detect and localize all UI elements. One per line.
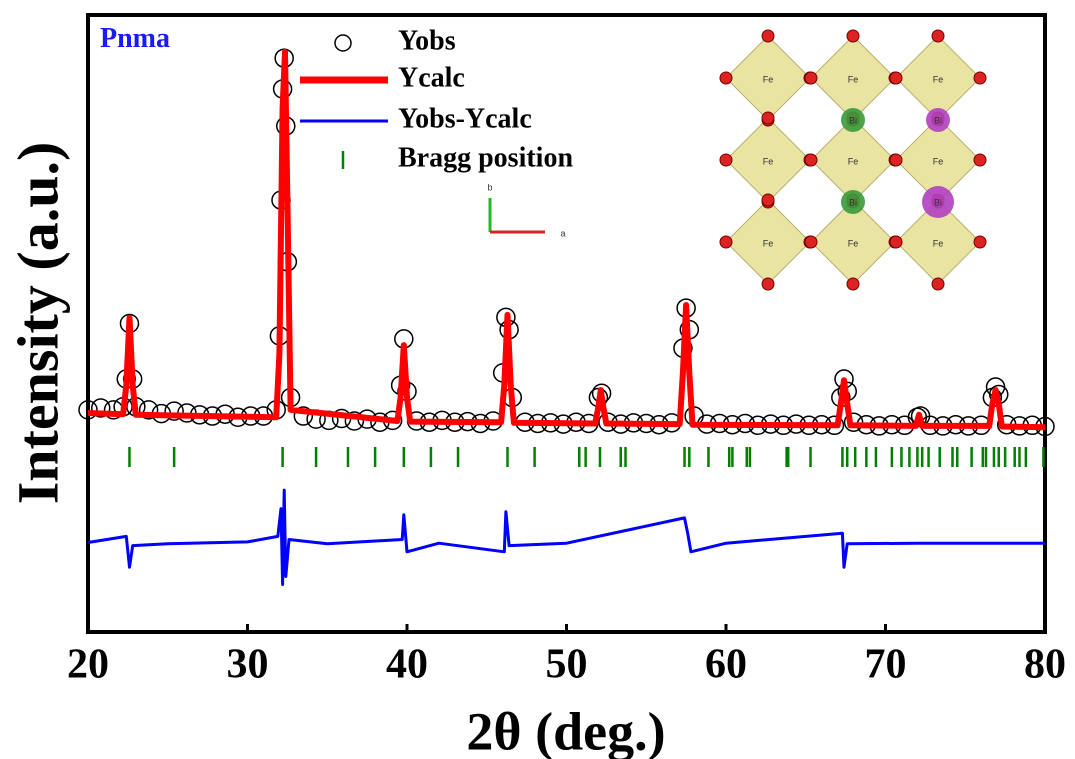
x-tick-label: 50 bbox=[546, 642, 588, 688]
oxygen-atom bbox=[847, 278, 859, 290]
inset-label: Fe bbox=[933, 156, 944, 166]
oxygen-atom bbox=[762, 194, 774, 206]
inset-label: Fe bbox=[848, 238, 859, 248]
y-axis-label: Intensity (a.u.) bbox=[5, 142, 70, 505]
inset-label: Fe bbox=[848, 74, 859, 84]
oxygen-atom bbox=[847, 30, 859, 42]
oxygen-atom bbox=[762, 112, 774, 124]
inset-label: Bi bbox=[934, 197, 942, 207]
legend-label: Yobs-Ycalc bbox=[398, 103, 532, 134]
inset-label: Bi bbox=[849, 197, 857, 207]
oxygen-atom bbox=[932, 30, 944, 42]
oxygen-atom bbox=[974, 72, 986, 84]
inset-label: Bi bbox=[934, 115, 942, 125]
x-tick-label: 40 bbox=[386, 642, 428, 688]
oxygen-atom bbox=[974, 154, 986, 166]
inset-label: Fe bbox=[933, 74, 944, 84]
inset-label: Fe bbox=[933, 238, 944, 248]
x-tick-label: 60 bbox=[705, 642, 747, 688]
legend-label: Bragg position bbox=[398, 142, 573, 173]
oxygen-atom bbox=[890, 154, 902, 166]
inset-label: a bbox=[560, 228, 565, 238]
oxygen-atom bbox=[762, 278, 774, 290]
oxygen-atom bbox=[805, 72, 817, 84]
oxygen-atom bbox=[974, 236, 986, 248]
inset-label: Fe bbox=[763, 156, 774, 166]
x-tick-label: 70 bbox=[865, 642, 907, 688]
x-tick-label: 30 bbox=[227, 642, 269, 688]
oxygen-atom bbox=[805, 236, 817, 248]
series-line bbox=[88, 490, 1045, 584]
x-axis-label: 2θ (deg.) bbox=[466, 701, 665, 759]
oxygen-atom bbox=[762, 30, 774, 42]
inset-label: Fe bbox=[848, 156, 859, 166]
legend-marker bbox=[335, 35, 351, 51]
oxygen-atom bbox=[890, 236, 902, 248]
oxygen-atom bbox=[932, 278, 944, 290]
inset-label: Bi bbox=[849, 115, 857, 125]
inset-label: b bbox=[487, 182, 492, 192]
legend-label: Yobs bbox=[398, 25, 456, 56]
oxygen-atom bbox=[890, 72, 902, 84]
inset-label: Fe bbox=[763, 74, 774, 84]
inset-label: Fe bbox=[763, 238, 774, 248]
legend-label: Ycalc bbox=[398, 62, 465, 93]
oxygen-atom bbox=[805, 154, 817, 166]
chart: Fe Fe Fe Fe Fe Fe Fe Fe Fe Bi Bi Bi Bi b a Pnma 2θ (de… bbox=[0, 0, 1075, 759]
oxygen-atom bbox=[720, 236, 732, 248]
oxygen-atom bbox=[720, 72, 732, 84]
x-tick-label: 20 bbox=[67, 642, 109, 688]
x-tick-label: 80 bbox=[1024, 642, 1066, 688]
oxygen-atom bbox=[720, 154, 732, 166]
annotation: Pnma bbox=[100, 23, 170, 54]
